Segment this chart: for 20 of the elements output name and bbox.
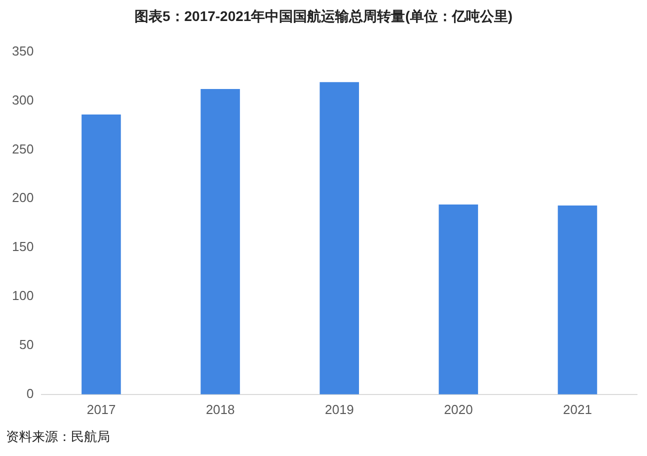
y-tick-label: 250 — [12, 141, 34, 156]
y-tick-label: 50 — [19, 337, 34, 352]
bar — [200, 88, 240, 394]
y-tick-label: 0 — [26, 386, 34, 401]
x-tick-label: 2019 — [324, 402, 354, 417]
bar — [320, 82, 359, 394]
y-tick-label: 200 — [12, 190, 34, 206]
y-tick-label: 300 — [12, 92, 34, 108]
y-tick-label: 150 — [12, 239, 34, 254]
x-tick-label: 2018 — [206, 402, 235, 417]
bar — [438, 204, 478, 394]
bar — [82, 114, 121, 394]
bar — [558, 205, 598, 394]
x-tick-label: 2017 — [86, 402, 116, 417]
chart-title: 图表5：2017-2021年中国国航运输总周转量(单位：亿吨公里) — [133, 8, 514, 26]
y-tick-label: 100 — [12, 288, 34, 304]
x-tick-label: 2021 — [563, 402, 592, 417]
x-tick-label: 2020 — [444, 402, 473, 417]
y-tick-label: 350 — [12, 43, 34, 58]
text: 资料来源：民航局 — [6, 428, 110, 446]
